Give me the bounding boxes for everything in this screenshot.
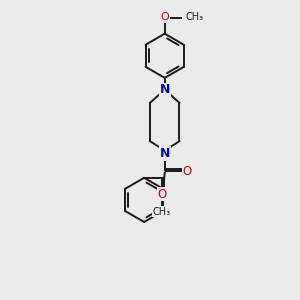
Text: O: O xyxy=(157,188,167,200)
Text: O: O xyxy=(182,165,191,178)
Text: CH₃: CH₃ xyxy=(153,207,171,217)
Text: CH₃: CH₃ xyxy=(185,13,203,22)
Text: N: N xyxy=(160,147,170,160)
Text: O: O xyxy=(160,13,169,22)
Text: N: N xyxy=(160,83,170,96)
